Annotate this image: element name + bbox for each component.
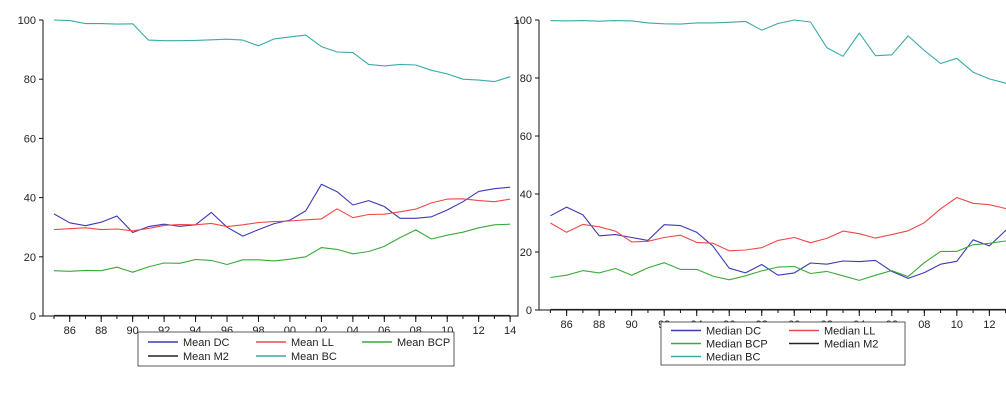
mean-x-tick-label: 88 — [95, 325, 107, 337]
mean-y-tick-label: 0 — [30, 311, 36, 323]
legend-label-median-bcp: Median BCP — [706, 339, 768, 351]
median-legend-box — [660, 321, 906, 366]
series-line-median-bcp — [550, 240, 1006, 281]
median-x-tick-label: 90 — [626, 319, 638, 331]
mean-x-tick-label: 86 — [64, 325, 76, 337]
series-line-median-bc — [550, 19, 1006, 84]
mean-x-tick-label: 90 — [127, 325, 139, 337]
mean-legend-box — [137, 331, 455, 367]
legend-label-median-bc: Median BC — [706, 352, 760, 364]
legend-label-mean-dc: Mean DC — [183, 337, 230, 349]
mean-y-tick-label: 100 — [18, 15, 36, 27]
median-x-tick-label: 10 — [951, 319, 963, 331]
legend-label-median-ll: Median LL — [824, 326, 875, 338]
series-line-mean-ll — [53, 198, 511, 232]
median-indicators-chart: 0204060801008688909294969800020406081012… — [514, 15, 1006, 366]
median-y-tick-label: 80 — [520, 73, 532, 85]
legend-label-mean-bc: Mean BC — [291, 351, 337, 363]
median-x-tick-label: 88 — [593, 319, 605, 331]
mean-y-tick-label: 40 — [24, 193, 36, 205]
legend-label-median-m2: Median M2 — [824, 339, 878, 351]
mean-y-tick-label: 60 — [24, 133, 36, 145]
mean-y-tick-label: 20 — [24, 252, 36, 264]
median-y-tick-label: 100 — [514, 15, 532, 27]
legend-label-mean-m2: Mean M2 — [183, 351, 229, 363]
series-line-mean-dc — [53, 183, 511, 237]
mean-x-tick-label: 12 — [473, 325, 485, 337]
series-line-mean-bcp — [53, 223, 511, 273]
mean-y-tick-label: 80 — [24, 74, 36, 86]
legend-label-mean-bcp: Mean BCP — [397, 337, 450, 349]
mean-x-tick-label: 14 — [504, 325, 516, 337]
mean-axes-frame — [42, 20, 519, 317]
median-x-tick-label: 12 — [983, 319, 995, 331]
median-y-tick-label: 0 — [526, 305, 532, 317]
median-x-tick-label: 86 — [561, 319, 573, 331]
median-y-tick-label: 60 — [520, 131, 532, 143]
legend-label-median-dc: Median DC — [706, 326, 761, 338]
median-x-tick-label: 08 — [918, 319, 930, 331]
legend-label-mean-ll: Mean LL — [291, 337, 334, 349]
series-line-median-dc — [550, 206, 1006, 279]
median-y-tick-label: 40 — [520, 189, 532, 201]
median-y-tick-label: 20 — [520, 247, 532, 259]
median-axes-frame — [538, 20, 1006, 311]
series-line-median-ll — [550, 196, 1006, 252]
series-line-mean-bc — [53, 19, 511, 83]
